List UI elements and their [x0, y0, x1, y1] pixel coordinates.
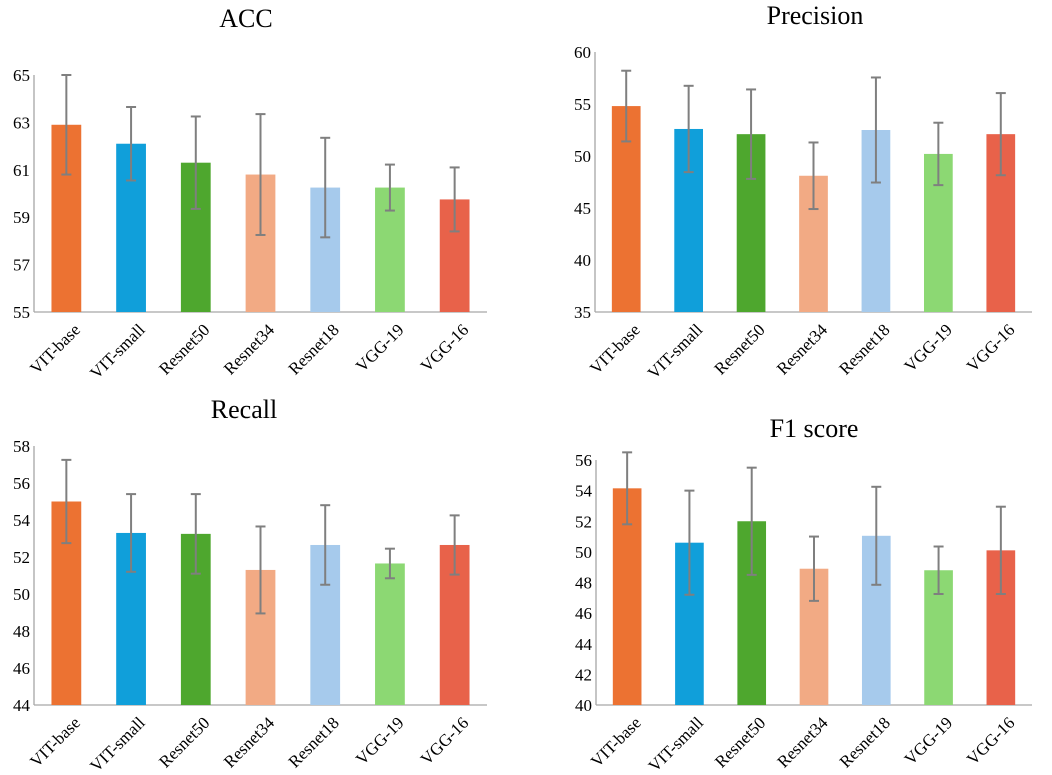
- y-tick-label: 56: [13, 474, 30, 493]
- y-tick-label: 44: [13, 696, 31, 715]
- y-tick-label: 45: [574, 199, 591, 218]
- chart-title: ACC: [219, 4, 272, 33]
- y-tick-label: 44: [575, 635, 593, 654]
- y-tick-label: 63: [13, 113, 30, 132]
- y-tick-label: 65: [13, 66, 30, 85]
- y-tick-label: 58: [13, 437, 30, 456]
- y-tick-label: 46: [575, 604, 592, 623]
- chart-title: Recall: [211, 395, 277, 424]
- chart-panel-4: F1 score 40 42 44 46 48 50 52 54 56 VIT-base VIT-sm…: [575, 414, 1032, 775]
- x-category-label: VGG-16: [417, 713, 473, 769]
- y-tick-label: 56: [575, 451, 592, 470]
- y-tick-label: 50: [574, 147, 591, 166]
- x-category-label: Resnet18: [285, 713, 343, 771]
- bar-vgg-19: [375, 563, 405, 705]
- x-category-label: Resnet34: [773, 713, 832, 772]
- x-category-label: Resnet50: [711, 320, 769, 378]
- y-tick-label: 55: [574, 95, 591, 114]
- x-category-label: VGG-16: [963, 320, 1019, 376]
- x-category-label: Resnet18: [836, 713, 894, 771]
- y-tick-label: 52: [575, 512, 592, 531]
- y-tick-label: 54: [575, 482, 593, 501]
- y-tick-label: 61: [13, 161, 30, 180]
- x-category-label: Resnet50: [155, 320, 213, 378]
- x-category-label: VIT-base: [586, 320, 644, 378]
- y-tick-label: 52: [13, 548, 30, 567]
- x-category-label: Resnet50: [155, 713, 213, 771]
- y-tick-label: 48: [575, 574, 592, 593]
- x-category-label: VIT-small: [645, 713, 708, 775]
- y-tick-label: 48: [13, 622, 30, 641]
- y-tick-label: 60: [574, 43, 591, 62]
- chart-title: F1 score: [770, 414, 859, 443]
- x-category-label: VGG-19: [901, 713, 957, 769]
- x-category-label: VIT-base: [587, 713, 645, 771]
- x-category-label: VIT-small: [86, 320, 149, 383]
- x-category-label: VGG-16: [417, 320, 473, 376]
- chart-panel-1: ACC 55 57 59 61 63 65 VIT-base VIT-small Resnet50…: [13, 4, 487, 383]
- x-category-label: Resnet34: [220, 713, 279, 772]
- x-category-label: VIT-base: [26, 713, 84, 771]
- x-category-label: VIT-base: [26, 320, 84, 378]
- y-tick-label: 35: [574, 303, 591, 322]
- y-tick-label: 40: [575, 696, 592, 715]
- x-category-label: VGG-16: [963, 713, 1019, 769]
- y-tick-label: 57: [13, 256, 31, 275]
- y-tick-label: 40: [574, 251, 591, 270]
- x-category-label: VGG-19: [352, 320, 408, 376]
- y-tick-label: 54: [13, 511, 31, 530]
- x-category-label: VIT-small: [644, 320, 707, 383]
- x-category-label: Resnet34: [773, 320, 832, 379]
- y-tick-label: 50: [575, 543, 592, 562]
- y-tick-label: 59: [13, 208, 30, 227]
- y-tick-label: 42: [575, 665, 592, 684]
- x-category-label: Resnet18: [285, 320, 343, 378]
- chart-title: Precision: [767, 1, 864, 30]
- y-tick-label: 46: [13, 659, 30, 678]
- x-category-label: Resnet50: [711, 713, 769, 771]
- x-category-label: Resnet18: [835, 320, 893, 378]
- x-category-label: VIT-small: [86, 713, 149, 775]
- x-category-label: Resnet34: [220, 320, 279, 379]
- y-tick-label: 50: [13, 585, 30, 604]
- x-category-label: VGG-19: [900, 320, 956, 376]
- x-category-label: VGG-19: [352, 713, 408, 769]
- y-tick-label: 55: [13, 303, 30, 322]
